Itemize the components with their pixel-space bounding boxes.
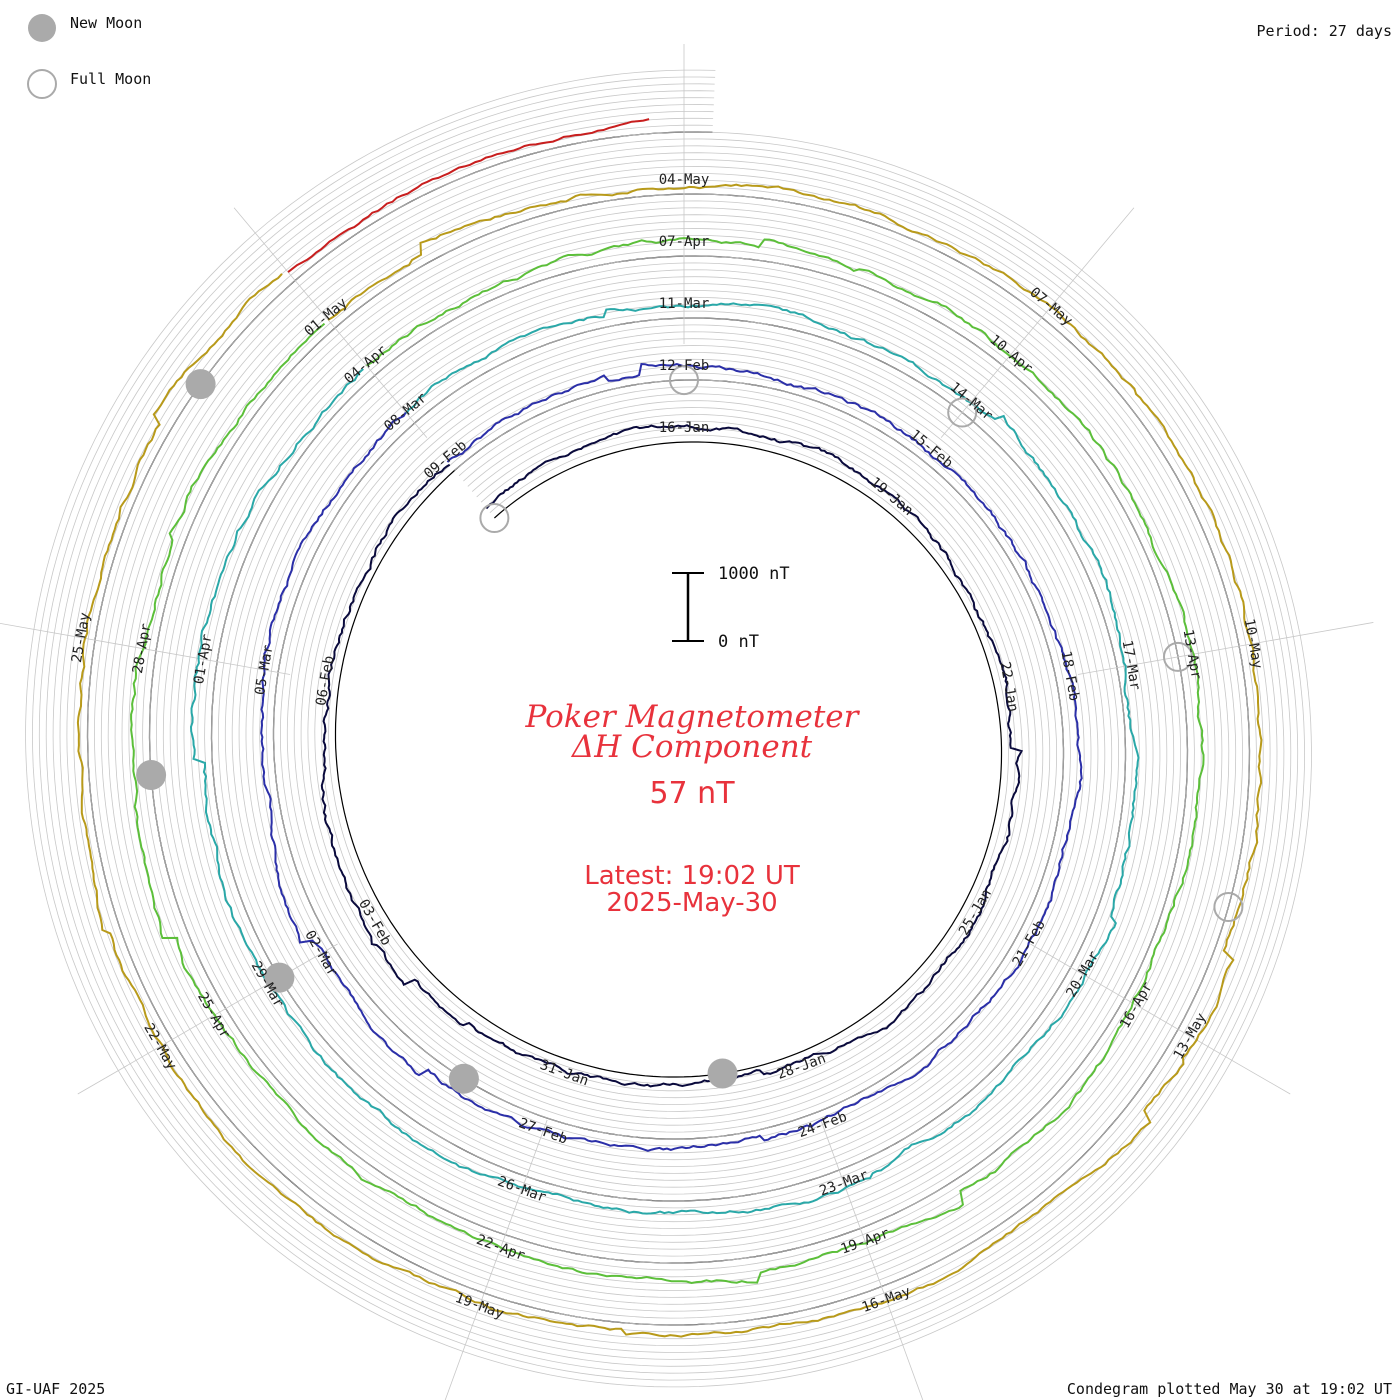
date-tick-label: 28-Apr xyxy=(130,622,155,675)
moon-markers xyxy=(136,365,1244,1094)
date-tick-label: 18-Feb xyxy=(1057,650,1082,703)
legend: New Moon Full Moon xyxy=(27,14,151,99)
full-moon-icon xyxy=(1213,892,1244,922)
grid-spiral xyxy=(31,76,1306,1381)
date-tick-label: 16-Jan xyxy=(659,420,710,436)
grid-spiral xyxy=(38,83,1299,1374)
day-spokes xyxy=(0,44,1374,1400)
date-tick-label: 04-May xyxy=(659,172,710,188)
new-moon-icon xyxy=(136,760,167,790)
grid-spiral xyxy=(80,124,1257,1333)
date-tick-label: 19-Jan xyxy=(867,474,916,519)
new-moon-legend-label: New Moon xyxy=(70,14,142,32)
date-tick-label: 27-Feb xyxy=(516,1115,569,1147)
date-tick-label: 23-Mar xyxy=(817,1167,870,1199)
scale-top-label: 1000 nT xyxy=(718,564,790,584)
date-tick-label: 09-Feb xyxy=(421,437,470,482)
center-info: Poker Magnetometer ΔH Component 57 nT La… xyxy=(525,699,861,918)
date-tick-label: 19-May xyxy=(453,1290,506,1322)
current-value: 57 nT xyxy=(649,776,735,811)
date-tick-label: 08-Mar xyxy=(381,390,430,435)
day-spoke xyxy=(820,1119,924,1400)
date-tick-label: 22-Jan xyxy=(996,661,1021,714)
rotation-trace xyxy=(260,362,1083,1152)
date-tick-label: 11-Mar xyxy=(659,296,710,312)
scale-bottom-label: 0 nT xyxy=(718,632,759,652)
grid-spiral xyxy=(73,117,1264,1340)
new-moon-icon xyxy=(264,962,295,993)
date-tick-label: 25-May xyxy=(69,611,94,664)
new-moon-icon xyxy=(448,1063,479,1094)
latest-time: Latest: 19:02 UT xyxy=(584,861,800,891)
date-tick-label: 01-Apr xyxy=(191,633,216,686)
footer-right: Condegram plotted May 30 at 19:02 UT xyxy=(1066,1380,1392,1398)
grid-spiral xyxy=(25,69,1312,1388)
rotation-trace xyxy=(130,237,1205,1285)
rotation-trace xyxy=(320,424,1024,1088)
rotation-trace xyxy=(287,118,650,273)
latest-date: 2025-May-30 xyxy=(606,888,777,918)
date-tick-label: 28-Jan xyxy=(775,1051,828,1083)
date-tick-label: 05-Mar xyxy=(252,644,277,697)
date-tick-label: 17-Mar xyxy=(1119,639,1144,692)
full-moon-legend-label: Full Moon xyxy=(70,70,151,88)
period-label: Period: 27 days xyxy=(1256,22,1392,40)
date-tick-label: 25-Jan xyxy=(956,886,995,938)
day-spoke xyxy=(0,622,291,675)
date-tick-label: 22-Apr xyxy=(474,1232,527,1264)
grid-spiral xyxy=(59,104,1278,1353)
grid-spiral xyxy=(52,97,1285,1360)
full-moon-icon xyxy=(1163,641,1193,672)
ring-grid xyxy=(25,69,1312,1388)
new-moon-icon xyxy=(707,1058,738,1089)
date-tick-label: 07-May xyxy=(1026,284,1075,329)
date-tick-label: 10-Apr xyxy=(986,332,1035,377)
date-tick-label: 07-Apr xyxy=(659,234,710,250)
chart-title-line1: Poker Magnetometer xyxy=(525,699,861,735)
date-tick-label: 13-Apr xyxy=(1180,628,1205,681)
date-tick-label: 10-May xyxy=(1241,617,1266,670)
date-tick-label: 19-Apr xyxy=(839,1225,892,1257)
new-moon-icon xyxy=(185,369,216,400)
day-spoke xyxy=(233,207,428,438)
rotation-trace xyxy=(189,302,1140,1215)
scale-bar: 1000 nT 0 nT xyxy=(672,564,790,652)
date-tick-label: 04-Apr xyxy=(341,342,390,387)
full-moon-legend-icon xyxy=(27,69,57,99)
date-tick-label: 16-May xyxy=(860,1284,913,1316)
date-tick-label: 26-Mar xyxy=(495,1174,548,1206)
grid-spiral xyxy=(45,90,1292,1367)
date-tick-label: 24-Feb xyxy=(796,1109,849,1141)
full-moon-icon xyxy=(479,503,510,533)
footer-left: GI-UAF 2025 xyxy=(6,1380,106,1398)
date-tick-label: 06-Feb xyxy=(313,655,338,708)
date-tick-label: 31-Jan xyxy=(538,1057,591,1089)
full-moon-icon xyxy=(947,397,978,428)
date-tick-label: 12-Feb xyxy=(659,358,710,374)
rotation-trace xyxy=(76,183,1263,1338)
day-spoke xyxy=(1077,622,1374,675)
day-spoke xyxy=(77,943,338,1095)
new-moon-legend-icon xyxy=(28,14,56,42)
full-moon-icon xyxy=(669,365,699,396)
day-spoke xyxy=(444,1119,548,1400)
date-tick-label: 03-Feb xyxy=(355,897,394,949)
magnetometer-traces xyxy=(76,118,1263,1338)
chart-title-line2: ΔH Component xyxy=(571,729,813,765)
date-tick-label: 15-Feb xyxy=(907,427,956,472)
date-tick-label: 01-May xyxy=(301,295,350,340)
day-spoke xyxy=(940,207,1135,438)
day-spoke xyxy=(1030,943,1291,1095)
